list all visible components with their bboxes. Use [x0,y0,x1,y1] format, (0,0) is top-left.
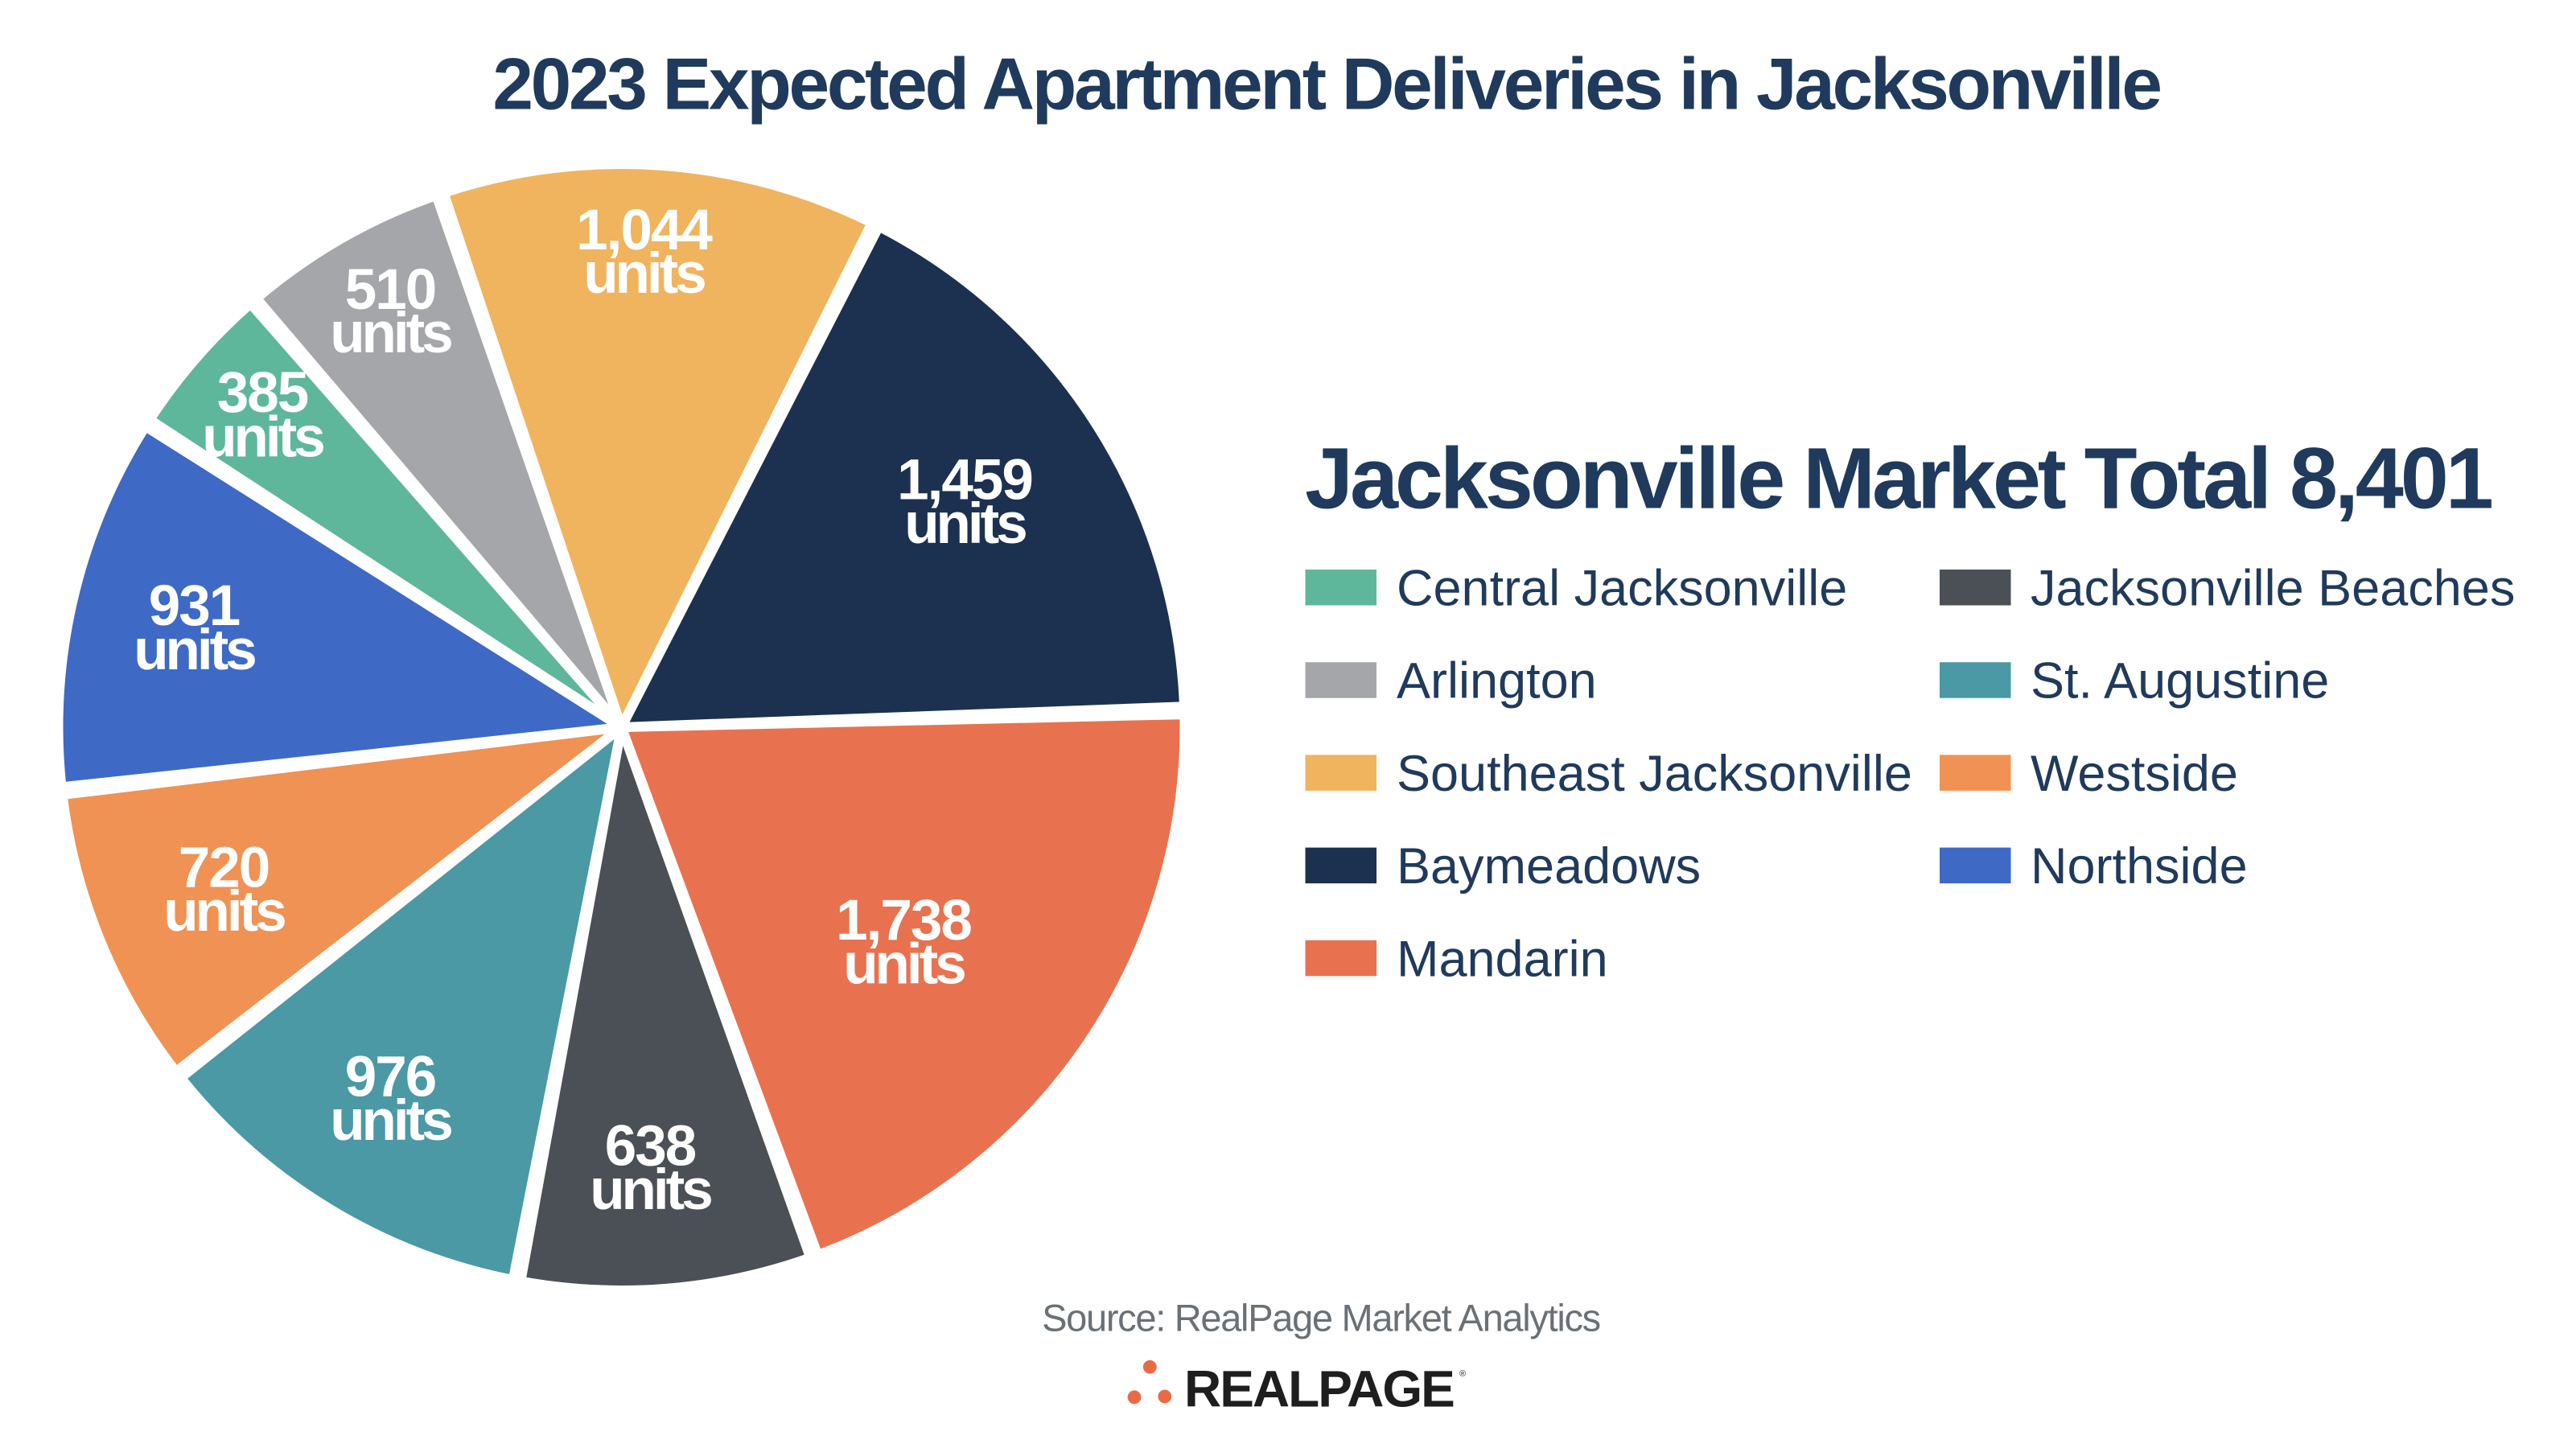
svg-text:units: units [330,1089,451,1153]
svg-text:units: units [134,619,255,682]
svg-text:units: units [330,302,451,365]
svg-text:units: units [904,492,1026,556]
svg-text:Mandarin: Mandarin [1397,931,1608,987]
svg-text:units: units [843,933,965,997]
svg-text:Northside: Northside [2031,838,2248,895]
svg-text:638: 638 [605,1115,696,1179]
svg-text:1,459: 1,459 [897,449,1032,512]
svg-text:Source: RealPage Market Analyt: Source: RealPage Market Analytics [1042,1297,1600,1339]
svg-text:1,044: 1,044 [576,199,713,262]
svg-text:2023 Expected Apartment Delive: 2023 Expected Apartment Deliveries in Ja… [492,44,2160,125]
svg-text:Jacksonville Beaches: Jacksonville Beaches [2031,561,2515,617]
svg-text:385: 385 [217,361,308,425]
svg-text:units: units [163,880,285,944]
svg-text:REALPAGE: REALPAGE [1184,1360,1454,1417]
svg-text:Jacksonville Market Total 8,40: Jacksonville Market Total 8,401 [1305,430,2492,527]
svg-text:units: units [202,405,323,469]
svg-text:Westside: Westside [2031,746,2238,802]
svg-text:720: 720 [179,837,269,900]
svg-text:1,738: 1,738 [836,889,971,952]
svg-text:®: ® [1459,1369,1466,1379]
svg-text:Central Jacksonville: Central Jacksonville [1397,561,1847,617]
svg-text:Southeast Jacksonville: Southeast Jacksonville [1397,746,1912,802]
svg-text:units: units [590,1158,711,1222]
svg-text:976: 976 [345,1046,435,1109]
svg-text:units: units [583,242,705,306]
svg-text:Arlington: Arlington [1397,653,1597,710]
svg-text:Baymeadows: Baymeadows [1397,838,1701,895]
svg-text:510: 510 [345,258,435,322]
svg-text:St. Augustine: St. Augustine [2031,653,2329,710]
svg-text:931: 931 [149,574,240,638]
